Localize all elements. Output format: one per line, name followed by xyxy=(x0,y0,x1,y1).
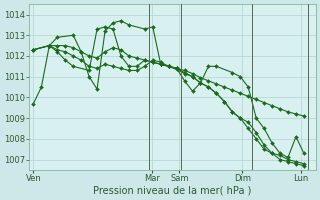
X-axis label: Pression niveau de la mer( hPa ): Pression niveau de la mer( hPa ) xyxy=(93,186,252,196)
